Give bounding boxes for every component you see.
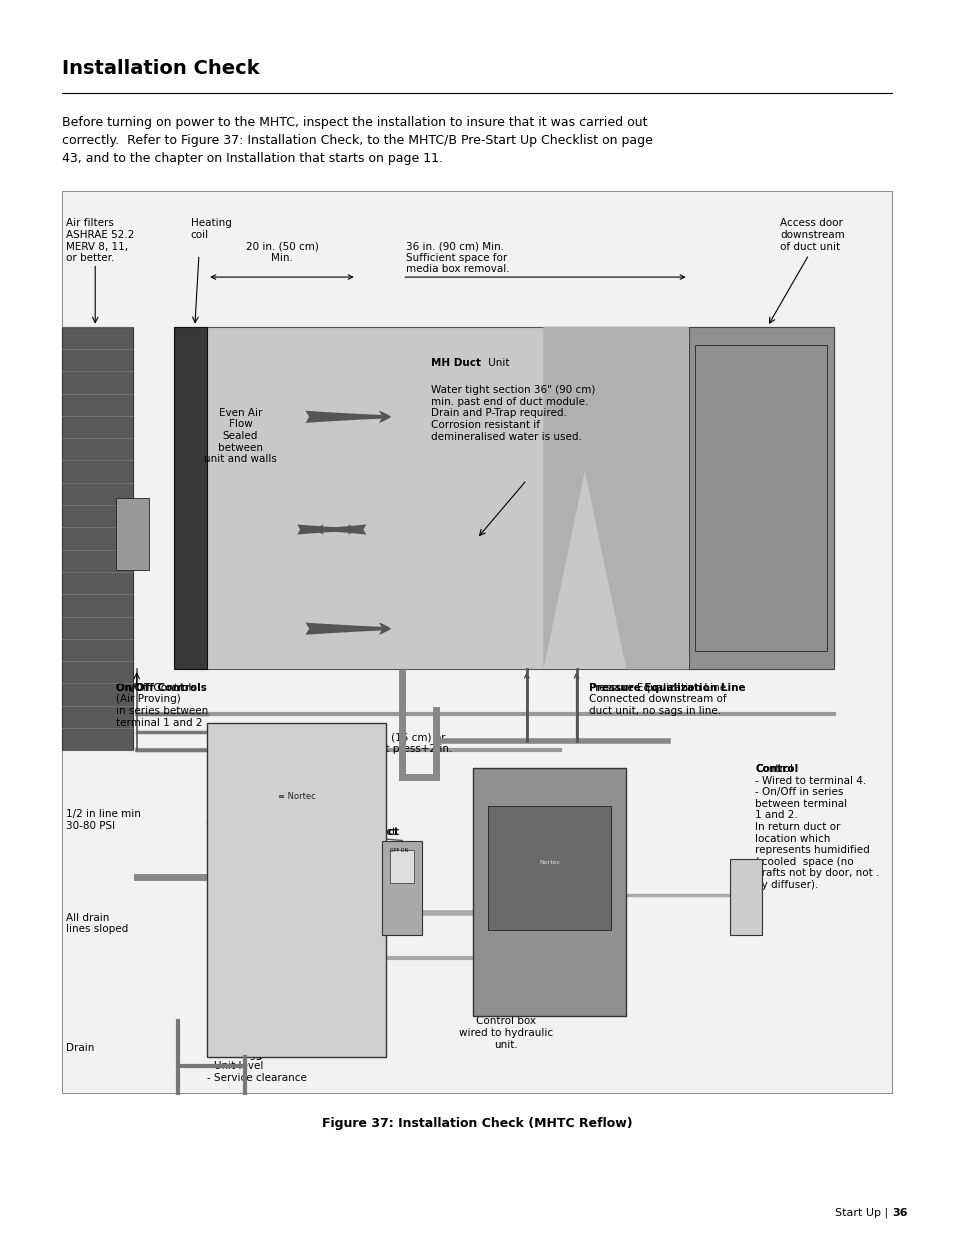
Text: Pressure Equalization Line
Connected downstream of
duct unit, no sags in line.: Pressure Equalization Line Connected dow… xyxy=(588,683,726,716)
Text: Before turning on power to the MHTC, inspect the installation to insure that it : Before turning on power to the MHTC, ins… xyxy=(62,116,652,165)
Text: Disconnect: Disconnect xyxy=(334,827,398,837)
Text: Installation Check: Installation Check xyxy=(62,59,259,78)
Text: 36 in. (90 cm) Min.
Sufficient space for
media box removal.: 36 in. (90 cm) Min. Sufficient space for… xyxy=(406,241,510,274)
Text: ≡ Nortec: ≡ Nortec xyxy=(277,792,315,802)
Text: 36: 36 xyxy=(891,1208,906,1218)
Text: On/Off Controls
(Air Proving)
in series between
terminal 1 and 2: On/Off Controls (Air Proving) in series … xyxy=(116,683,208,727)
Text: Disconnect
Correct voltage,
amps, phase: Disconnect Correct voltage, amps, phase xyxy=(324,827,408,861)
Text: MH Duct: MH Duct xyxy=(431,358,481,368)
Text: Figure 37: Installation Check (MHTC Reflow): Figure 37: Installation Check (MHTC Refl… xyxy=(321,1116,632,1130)
Bar xyxy=(173,327,207,669)
Text: Air filters
ASHRAE 52.2
MERV 8, 11,
or better.: Air filters ASHRAE 52.2 MERV 8, 11, or b… xyxy=(66,219,134,263)
Text: Control: Control xyxy=(754,764,798,774)
Text: 20 in. (50 cm)
Min.: 20 in. (50 cm) Min. xyxy=(245,241,318,263)
Text: Heating
coil: Heating coil xyxy=(191,219,232,240)
Bar xyxy=(62,327,132,751)
Bar xyxy=(390,850,414,883)
Bar xyxy=(695,345,826,651)
Bar xyxy=(473,768,626,1016)
Text: 6 in. (15 cm) or
Duct press+2 in.: 6 in. (15 cm) or Duct press+2 in. xyxy=(365,732,452,753)
Text: Mounting: Mounting xyxy=(207,1050,263,1060)
Text: OFF ON: OFF ON xyxy=(390,848,408,853)
Text: Pressure Equalization Line: Pressure Equalization Line xyxy=(588,683,745,693)
Text: 1/2 in line min
30-80 PSI: 1/2 in line min 30-80 PSI xyxy=(66,809,141,831)
Bar xyxy=(116,498,149,571)
Text: Control box
wired to hydraulic
unit.: Control box wired to hydraulic unit. xyxy=(458,1016,553,1050)
Text: Mounting
- Unit level
- Service clearance: Mounting - Unit level - Service clearanc… xyxy=(207,1050,307,1083)
Text: Start Up |: Start Up | xyxy=(835,1207,891,1218)
Bar xyxy=(688,327,833,669)
Text: Control
- Wired to terminal 4.
- On/Off in series
between terminal
1 and 2.
In r: Control - Wired to terminal 4. - On/Off … xyxy=(754,764,879,890)
Text: Drain: Drain xyxy=(66,1044,94,1053)
Bar xyxy=(729,858,760,935)
Text: Unit: Unit xyxy=(485,358,509,368)
Polygon shape xyxy=(543,327,688,669)
Text: Even Air
Flow
Sealed
between
unit and walls: Even Air Flow Sealed between unit and wa… xyxy=(204,408,276,464)
Text: On/Off Controls: On/Off Controls xyxy=(116,683,207,693)
Bar xyxy=(488,805,611,930)
Text: All drain
lines sloped: All drain lines sloped xyxy=(66,913,129,934)
Bar xyxy=(207,724,385,1057)
Bar xyxy=(62,191,891,1093)
Bar xyxy=(382,841,422,935)
Text: Access door
downstream
of duct unit: Access door downstream of duct unit xyxy=(780,219,843,252)
Text: Water tight section 36" (90 cm)
min. past end of duct module.
Drain and P-Trap r: Water tight section 36" (90 cm) min. pas… xyxy=(431,385,595,442)
Bar xyxy=(178,327,833,669)
Text: Nortec: Nortec xyxy=(538,860,559,866)
